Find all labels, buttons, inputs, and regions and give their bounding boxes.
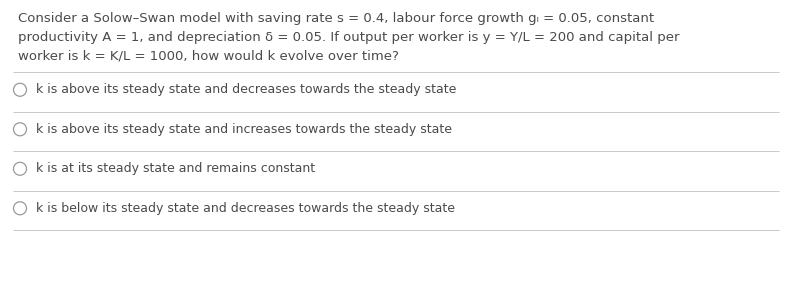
Text: productivity A = 1, and depreciation δ = 0.05. If output per worker is y = Y/L =: productivity A = 1, and depreciation δ =… <box>18 30 679 44</box>
Text: worker is k = K/L = 1000, how would k evolve over time?: worker is k = K/L = 1000, how would k ev… <box>18 49 399 62</box>
Text: k is at its steady state and remains constant: k is at its steady state and remains con… <box>36 162 316 175</box>
Text: k is above its steady state and increases towards the steady state: k is above its steady state and increase… <box>36 123 453 136</box>
Text: k is above its steady state and decreases towards the steady state: k is above its steady state and decrease… <box>36 83 457 96</box>
Text: Consider a Solow–Swan model with saving rate s = 0.4, labour force growth gₗ = 0: Consider a Solow–Swan model with saving … <box>18 12 654 25</box>
Text: k is below its steady state and decreases towards the steady state: k is below its steady state and decrease… <box>36 202 456 215</box>
